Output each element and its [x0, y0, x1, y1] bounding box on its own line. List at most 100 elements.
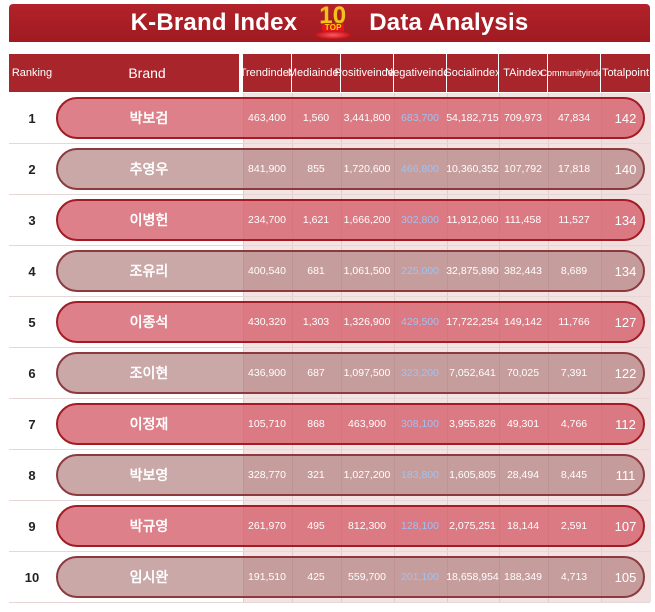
total-point-cell: 105: [614, 569, 637, 585]
media-index-cell: 495: [307, 520, 325, 532]
community-index-cell: 11,766: [558, 316, 590, 328]
brand-index-panel: K-Brand Index 10 TOP Data Analysis Ranki…: [9, 2, 651, 603]
title-bar: K-Brand Index 10 TOP Data Analysis: [9, 2, 650, 42]
brand-name-cell: 조유리: [129, 263, 169, 279]
ta-index-cell: 107,792: [504, 163, 542, 175]
brand-name-cell: 박보영: [129, 467, 169, 483]
positive-index-cell: 1,720,600: [343, 163, 391, 175]
ta-index-cell: 149,142: [504, 316, 542, 328]
title-left: K-Brand Index: [130, 9, 298, 36]
negative-index-cell: 323,200: [401, 367, 439, 379]
positive-index-cell: 1,061,500: [343, 265, 391, 277]
table-row: 9 박규영 261,970 495 812,300 128,100 2,075,251 18,…: [9, 501, 650, 552]
trend-index-cell: 400,540: [248, 265, 286, 277]
table-row: 6 조이현 436,900 687 1,097,500 323,200 7,052,641 7…: [9, 348, 650, 399]
community-index-cell: 8,445: [560, 469, 588, 481]
positive-index-cell: 1,097,500: [343, 367, 391, 379]
ta-index-cell: 18,144: [506, 520, 540, 532]
table-header: Ranking Brand Trend index Media index Posi…: [9, 54, 650, 92]
ta-index-cell: 111,458: [504, 214, 542, 226]
community-index-cell: 4,713: [560, 571, 588, 583]
community-index-cell: 4,766: [560, 418, 588, 430]
total-point-cell: 127: [614, 314, 637, 330]
social-index-cell: 18,658,954: [446, 571, 499, 583]
brand-name-cell: 박규영: [129, 518, 169, 534]
title-right: Data Analysis: [369, 9, 529, 36]
row-highlight-pill: [56, 250, 645, 292]
table-row: 3 이병헌 234,700 1,621 1,666,200 302,800 11,912,0…: [9, 195, 650, 246]
brand-name-cell: 박보검: [129, 110, 169, 126]
social-index-cell: 11,912,060: [446, 214, 499, 226]
total-point-cell: 111: [615, 467, 636, 483]
badge-text: TOP: [322, 23, 345, 33]
table-row: 10 임시완 191,510 425 559,700 201,100 18,658,954 1…: [9, 552, 650, 603]
negative-index-cell: 201,100: [401, 571, 439, 583]
row-highlight-pill: [56, 148, 645, 190]
community-index-cell: 7,391: [560, 367, 588, 379]
ta-index-cell: 70,025: [506, 367, 540, 379]
media-index-cell: 1,621: [302, 214, 330, 226]
row-highlight-pill: [56, 352, 645, 394]
total-point-cell: 140: [614, 161, 637, 177]
header-community: Community index: [540, 54, 608, 92]
rank-cell: 5: [28, 314, 36, 330]
rank-cell: 7: [28, 416, 36, 432]
badge-base: [315, 31, 352, 39]
total-point-cell: 142: [614, 110, 637, 126]
community-index-cell: 17,818: [557, 163, 591, 175]
trend-index-cell: 261,970: [248, 520, 286, 532]
positive-index-cell: 463,900: [348, 418, 386, 430]
media-index-cell: 321: [307, 469, 325, 481]
social-index-cell: 2,075,251: [449, 520, 496, 532]
trend-index-cell: 841,900: [248, 163, 286, 175]
total-point-cell: 134: [614, 263, 637, 279]
trend-index-cell: 430,320: [248, 316, 286, 328]
ta-index-cell: 382,443: [504, 265, 542, 277]
rank-cell: 1: [28, 110, 36, 126]
rank-cell: 3: [28, 212, 36, 228]
social-index-cell: 1,605,805: [449, 469, 496, 481]
table-row: 2 추영우 841,900 855 1,720,600 466,800 10,360,352…: [9, 144, 650, 195]
row-highlight-pill: [56, 454, 645, 496]
ta-index-cell: 49,301: [506, 418, 540, 430]
table-row: 8 박보영 328,770 321 1,027,200 183,800 1,605,805 2…: [9, 450, 650, 501]
community-index-cell: 8,689: [560, 265, 588, 277]
header-negative: Negative index: [385, 54, 455, 92]
trend-index-cell: 105,710: [248, 418, 286, 430]
rank-cell: 8: [28, 467, 36, 483]
community-index-cell: 47,834: [557, 112, 591, 124]
media-index-cell: 868: [307, 418, 325, 430]
positive-index-cell: 3,441,800: [343, 112, 391, 124]
brand-name-cell: 추영우: [129, 161, 169, 177]
positive-index-cell: 812,300: [348, 520, 386, 532]
media-index-cell: 1,303: [302, 316, 330, 328]
row-highlight-pill: [56, 505, 645, 547]
positive-index-cell: 1,027,200: [343, 469, 391, 481]
social-index-cell: 32,875,890: [446, 265, 499, 277]
ta-index-cell: 28,494: [506, 469, 540, 481]
total-point-cell: 107: [614, 518, 637, 534]
row-highlight-pill: [56, 403, 645, 445]
header-social: Social index: [444, 54, 501, 92]
row-highlight-pill: [56, 556, 645, 598]
trend-index-cell: 463,400: [248, 112, 286, 124]
negative-index-cell: 308,100: [401, 418, 439, 430]
brand-name-cell: 이종석: [129, 314, 169, 330]
header-trend: Trend index: [240, 54, 294, 92]
brand-name-cell: 임시완: [129, 569, 169, 585]
social-index-cell: 54,182,715: [446, 112, 499, 124]
total-point-cell: 112: [615, 416, 636, 432]
table-row: 4 조유리 400,540 681 1,061,500 225,000 32,875,890…: [9, 246, 650, 297]
ta-index-cell: 188,349: [504, 571, 542, 583]
negative-index-cell: 183,800: [401, 469, 439, 481]
rank-cell: 10: [24, 569, 40, 585]
brand-name-cell: 이병헌: [129, 212, 169, 228]
media-index-cell: 681: [307, 265, 325, 277]
media-index-cell: 855: [307, 163, 325, 175]
row-highlight-pill: [56, 301, 645, 343]
negative-index-cell: 302,800: [401, 214, 439, 226]
negative-index-cell: 683,700: [401, 112, 439, 124]
social-index-cell: 17,722,254: [446, 316, 499, 328]
media-index-cell: 687: [307, 367, 325, 379]
header-positive: Positive index: [335, 54, 399, 92]
